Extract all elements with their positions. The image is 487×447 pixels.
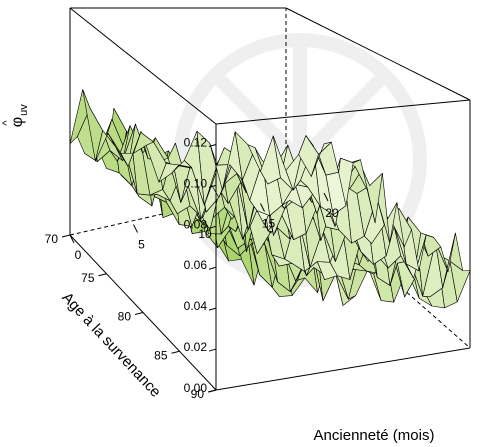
y-tick-mark (98, 273, 107, 277)
x-tick-mark (323, 192, 329, 202)
x-tick-label: 20 (325, 206, 339, 220)
z-axis-title-hat: ^ (1, 120, 13, 126)
y-tick-mark (207, 389, 217, 393)
y-tick-label: 75 (81, 271, 95, 285)
box-edge-top-front (215, 99, 471, 125)
y-tick-mark (61, 234, 71, 238)
x-tick-label: 15 (262, 217, 276, 231)
z-axis-title: φ ^ uv (1, 104, 30, 127)
z-tick-label: 0.10 (184, 176, 208, 190)
z-tick-label: 0.08 (184, 217, 208, 231)
box-edge-bottom-front (215, 347, 471, 391)
x-tick-mark (69, 234, 75, 244)
y-tick-label: 70 (45, 232, 59, 246)
box-edge-top-left (69, 7, 217, 125)
surface-mesh (69, 89, 471, 309)
z-tick-label: 0.04 (184, 299, 208, 313)
z-tick-mark (208, 184, 217, 188)
y-axis-title: Age à la survenance (58, 289, 164, 401)
y-tick-label: 90 (191, 387, 205, 401)
x-axis-title: Ancienneté (mois) (314, 427, 435, 444)
y-tick-label: 80 (118, 310, 132, 324)
x-tick-mark (196, 213, 202, 223)
x-tick-label: 5 (138, 238, 145, 252)
x-tick-mark (260, 203, 265, 212)
y-tick-mark (171, 350, 180, 354)
z-tick-mark (208, 266, 217, 270)
axis-ticks: 0.00 0.02 0.04 0.06 0.08 0.10 0.12 70 75 80 85 90 0 5… (45, 135, 339, 401)
z-tick-label: 0.12 (184, 135, 208, 149)
z-tick-label: 0.02 (184, 340, 208, 354)
z-tick-mark (208, 225, 217, 229)
x-tick-mark (133, 224, 138, 233)
box-edge-top-right (285, 7, 471, 101)
y-tick-mark (134, 312, 144, 315)
x-tick-label: 10 (198, 227, 212, 241)
z-tick-mark (208, 143, 217, 147)
z-axis-title-sub: uv (18, 104, 30, 116)
y-tick-label: 85 (154, 348, 168, 362)
z-axis-title-main: φ (9, 117, 26, 127)
z-tick-label: 0.00 (184, 381, 208, 395)
surface-facet (310, 141, 332, 177)
z-tick-mark (208, 348, 217, 352)
x-tick-label: 0 (75, 248, 82, 262)
z-tick-mark (208, 307, 217, 311)
z-tick-label: 0.06 (184, 258, 208, 272)
